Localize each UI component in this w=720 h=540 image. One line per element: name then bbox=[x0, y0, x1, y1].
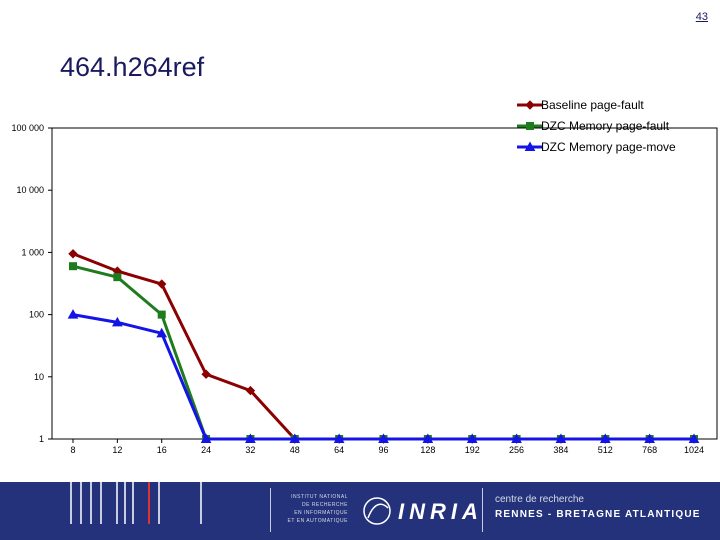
inria-logo-text: INRIA bbox=[398, 499, 483, 524]
y-tick-label: 1 000 bbox=[21, 247, 44, 257]
legend-swatch-marker bbox=[524, 141, 536, 151]
data-point bbox=[67, 309, 79, 319]
x-tick-label: 1024 bbox=[684, 445, 704, 455]
decor-bar bbox=[124, 482, 126, 524]
data-point bbox=[333, 433, 345, 443]
data-point bbox=[69, 262, 77, 271]
slide-title: 464.h264ref bbox=[60, 52, 205, 82]
x-tick-label: 12 bbox=[112, 445, 122, 455]
legend-label: DZC Memory page-fault bbox=[541, 119, 670, 133]
data-point bbox=[644, 433, 655, 443]
decor-bar bbox=[158, 482, 160, 524]
legend-swatch-marker bbox=[526, 122, 534, 130]
y-tick-label: 100 bbox=[29, 310, 44, 320]
plot-area bbox=[51, 127, 718, 440]
series-layer bbox=[67, 249, 700, 444]
institute-line: DE RECHERCHE bbox=[301, 502, 348, 508]
legend-item: Baseline page-fault bbox=[517, 98, 644, 112]
data-point bbox=[200, 433, 212, 443]
footer-banner: INSTITUT NATIONAL DE RECHERCHE EN INFORM… bbox=[0, 482, 720, 540]
decor-bar bbox=[200, 482, 202, 524]
institute-line: EN INFORMATIQUE bbox=[294, 510, 348, 516]
y-tick-label: 100 000 bbox=[11, 123, 44, 133]
x-tick-label: 384 bbox=[553, 445, 568, 455]
data-point bbox=[201, 369, 211, 379]
legend-item: DZC Memory page-fault bbox=[517, 119, 670, 133]
data-point bbox=[378, 433, 389, 443]
data-point bbox=[555, 433, 567, 443]
data-point bbox=[599, 433, 611, 443]
legend: Baseline page-fault DZC Memory page-fault… bbox=[517, 98, 676, 154]
data-point bbox=[157, 279, 167, 289]
institute-line: INSTITUT NATIONAL bbox=[291, 494, 348, 500]
y-tick-label: 10 000 bbox=[16, 185, 44, 195]
decor-bar bbox=[80, 482, 82, 524]
footer-separator bbox=[482, 488, 483, 532]
data-point bbox=[289, 433, 301, 443]
y-tick-label: 1 bbox=[39, 434, 44, 444]
x-tick-label: 128 bbox=[420, 445, 435, 455]
x-tick-label: 768 bbox=[642, 445, 657, 455]
x-tick-label: 256 bbox=[509, 445, 524, 455]
legend-swatch-marker bbox=[525, 100, 535, 110]
data-point bbox=[466, 433, 478, 443]
legend-label: Baseline page-fault bbox=[541, 98, 644, 112]
data-point bbox=[112, 316, 123, 327]
x-tick-label: 24 bbox=[201, 445, 211, 455]
page-number: 43 bbox=[695, 11, 708, 23]
logo-mark bbox=[363, 497, 391, 525]
legend-item: DZC Memory page-move bbox=[517, 140, 676, 154]
decor-bar bbox=[100, 482, 102, 524]
data-point bbox=[245, 433, 256, 443]
data-point bbox=[688, 433, 700, 443]
logo-mark bbox=[367, 503, 389, 519]
y-axis: 100 000 10 000 1 000 100 10 1 bbox=[11, 123, 52, 444]
x-tick-label: 192 bbox=[465, 445, 480, 455]
legend-label: DZC Memory page-move bbox=[541, 140, 676, 154]
data-point bbox=[157, 310, 166, 319]
decor-bar bbox=[70, 482, 72, 524]
line-chart: 100 000 10 000 1 000 100 10 1 8 12 16 24 32 48 64 96… bbox=[11, 98, 718, 455]
x-tick-label: 16 bbox=[157, 445, 167, 455]
x-tick-label: 64 bbox=[334, 445, 344, 455]
x-tick-label: 512 bbox=[598, 445, 613, 455]
centre-name: RENNES - BRETAGNE ATLANTIQUE bbox=[495, 509, 701, 520]
data-point bbox=[422, 433, 434, 443]
x-tick-label: 48 bbox=[290, 445, 300, 455]
decor-bar bbox=[90, 482, 92, 524]
institute-line: ET EN AUTOMATIQUE bbox=[287, 518, 348, 524]
decor-bar-red bbox=[148, 482, 150, 524]
x-tick-label: 96 bbox=[378, 445, 388, 455]
data-point bbox=[245, 385, 256, 396]
x-tick-label: 32 bbox=[245, 445, 255, 455]
decor-bar bbox=[132, 482, 134, 524]
inria-logo bbox=[363, 497, 391, 525]
decor-bar bbox=[116, 482, 118, 524]
data-point bbox=[511, 433, 522, 443]
data-point bbox=[113, 273, 122, 282]
data-point bbox=[156, 327, 168, 338]
data-point bbox=[68, 249, 78, 259]
centre-label: centre de recherche bbox=[495, 494, 584, 505]
series-3 bbox=[67, 309, 700, 443]
x-tick-label: 8 bbox=[70, 445, 75, 455]
y-tick-label: 10 bbox=[34, 372, 44, 382]
footer-separator bbox=[270, 488, 271, 532]
